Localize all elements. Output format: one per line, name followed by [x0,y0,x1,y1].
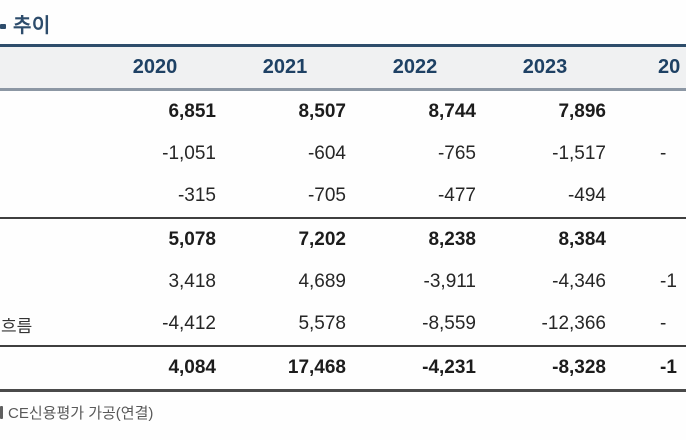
financial-table: 2020 2021 2022 2023 20 6,851 8,507 8,744… [0,44,686,392]
row-label-cell: 흐름 [1,316,33,336]
table-cell: 5,578 [298,313,346,334]
table-cell: -8,328 [498,345,628,391]
table-header-row: 2020 2021 2022 2023 20 [0,45,686,91]
row-label-cell [0,133,108,175]
table-cell: -604 [307,143,346,164]
table-cell: -4,346 [552,271,606,292]
row-label-cell [0,217,108,261]
table-cell: -494 [567,185,606,206]
row-label-cell [0,261,108,303]
source-note: CE신용평가 가공(연결) [8,405,154,422]
table-cell-cutoff: -1 [660,271,677,292]
table-cell-cutoff [628,90,686,134]
table-cell: 17,468 [238,345,368,391]
title-cutoff-fragment [0,24,6,29]
table-cell: -477 [437,185,476,206]
table-cell-cutoff [628,175,686,218]
table-cell: -12,366 [541,313,606,334]
row-label-cell [0,345,108,391]
table-cell: 8,507 [298,101,346,122]
table-cell: -765 [437,143,476,164]
table-row: 3,418 4,689 -3,911 -4,346 -1 [0,261,686,303]
table-cell: 8,384 [498,217,628,261]
table-cell-cutoff: - [660,143,667,164]
table-cell: 4,084 [108,345,238,391]
table-cell: 5,078 [108,217,238,261]
table-cell-cutoff [628,217,686,261]
year-header: 2021 [238,45,368,91]
table-cell: 8,744 [428,101,476,122]
table-cell: 7,202 [238,217,368,261]
table-cell: -4,231 [368,345,498,391]
table-cell: -705 [307,185,346,206]
row-label-cell [0,175,108,218]
table-cell: 6,851 [168,101,216,122]
table-cell: 8,238 [368,217,498,261]
source-note-cutoff-fragment [0,406,3,419]
year-header: 2020 [108,45,238,91]
table-row: 4,084 17,468 -4,231 -8,328 -1 [0,345,686,391]
header-label-cell [0,45,108,91]
year-header: 2023 [498,45,628,91]
table-row: 6,851 8,507 8,744 7,896 [0,90,686,134]
row-label-cell [0,90,108,134]
table-cell: -315 [177,185,216,206]
table-row: 흐름 -4,412 5,578 -8,559 -12,366 - [0,303,686,346]
table-cell-cutoff: - [660,313,667,334]
table-row: 5,078 7,202 8,238 8,384 [0,217,686,261]
year-header: 2022 [368,45,498,91]
table-row: -1,051 -604 -765 -1,517 - [0,133,686,175]
page-title: 추이 [13,15,51,37]
table-cell: -3,911 [423,271,476,292]
table-cell: 4,689 [298,271,346,292]
table-cell: -1,517 [552,143,606,164]
table-cell: 7,896 [558,101,606,122]
table-cell-cutoff: -1 [628,345,686,391]
table-cell: -1,051 [162,143,216,164]
year-header-cutoff: 20 [628,45,686,91]
table-cell: -4,412 [162,313,216,334]
table-row: -315 -705 -477 -494 [0,175,686,218]
table-cell: -8,559 [422,313,476,334]
table-cell: 3,418 [168,271,216,292]
